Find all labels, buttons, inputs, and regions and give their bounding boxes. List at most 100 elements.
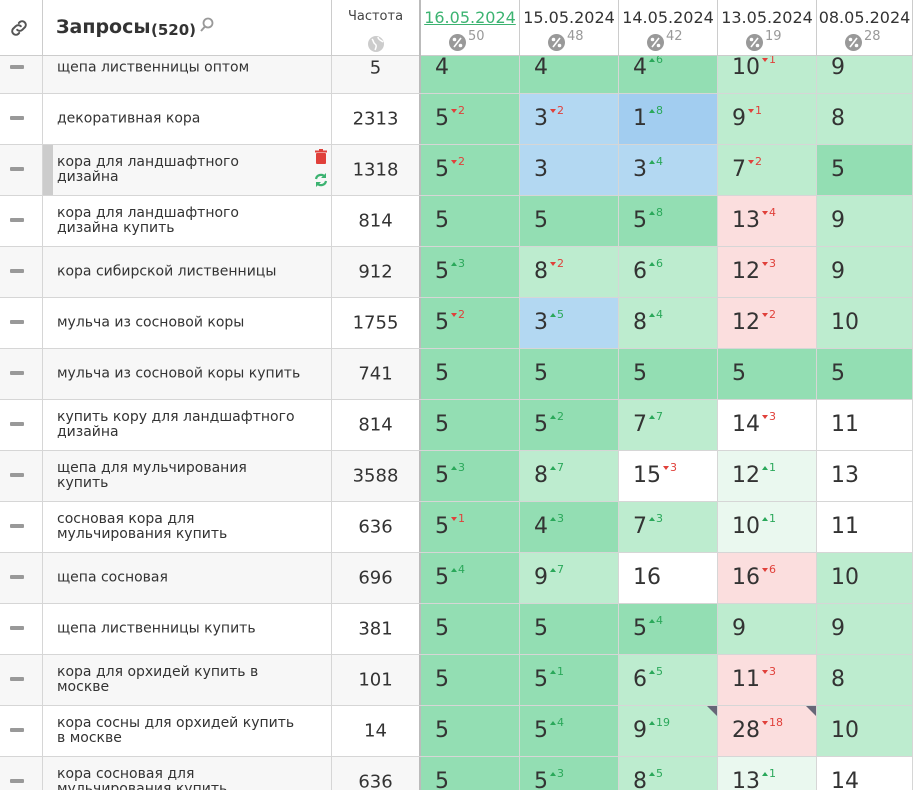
position-value: 13: [732, 769, 760, 790]
position-value: 5: [633, 208, 647, 233]
row-toggle[interactable]: [10, 575, 24, 579]
change-value: 3: [557, 512, 564, 525]
date-header[interactable]: 14.05.2024 42: [619, 0, 718, 56]
table-row[interactable]: щепа лиственницы купить 381 5 5 5 4 9 9: [0, 604, 913, 655]
change-value: 8: [656, 206, 663, 219]
freq-value: 381: [358, 618, 393, 640]
change-value: 2: [557, 410, 564, 423]
date-label[interactable]: 16.05.2024: [424, 8, 516, 27]
position-value: 6: [633, 667, 647, 692]
position-value: 16: [732, 565, 760, 590]
percent-value: 50: [468, 29, 485, 44]
query-text: кора сибирской лиственницы: [57, 263, 277, 280]
delete-button[interactable]: [314, 149, 328, 169]
percent-badge: [746, 34, 763, 51]
position-cell: 5: [421, 604, 520, 654]
row-toggle[interactable]: [10, 65, 24, 69]
refresh-button[interactable]: [313, 172, 329, 192]
change-arrow: [451, 466, 457, 470]
date-header[interactable]: 15.05.2024 48: [520, 0, 619, 56]
position-value: 5: [633, 361, 647, 386]
date-header[interactable]: 13.05.2024 19: [718, 0, 817, 56]
position-value: 13: [831, 463, 859, 488]
table-row[interactable]: кора сосновая для мульчирования купить 63…: [0, 757, 913, 790]
table-row[interactable]: декоративная кора 2313 5 2 3 2 1 8 9 1 8: [0, 94, 913, 145]
position-value: 5: [534, 412, 548, 437]
table-row[interactable]: кора для орхидей купить в москве 101 5 5 1 6 5…: [0, 655, 913, 706]
row-toggle[interactable]: [10, 473, 24, 477]
date-header[interactable]: 16.05.2024 50: [421, 0, 520, 56]
row-toggle[interactable]: [10, 371, 24, 375]
selection-bar: [43, 145, 53, 195]
date-header[interactable]: 08.05.2024 28: [817, 0, 913, 56]
row-toggle[interactable]: [10, 320, 24, 324]
row-toggle[interactable]: [10, 779, 24, 783]
row-toggle-cell: [0, 502, 43, 552]
position-value: 5: [435, 157, 449, 182]
row-toggle[interactable]: [10, 524, 24, 528]
row-toggle-cell: [0, 43, 43, 93]
row-toggle[interactable]: [10, 116, 24, 120]
link-header[interactable]: [0, 0, 43, 56]
note-marker: [707, 706, 717, 716]
table-row[interactable]: кора для ландшафтного дизайна купить 814 5…: [0, 196, 913, 247]
row-toggle[interactable]: [10, 728, 24, 732]
table-row[interactable]: кора сибирской лиственницы 912 5 3 8 2 6 6 12 3 9: [0, 247, 913, 298]
position-change: 7: [649, 410, 663, 423]
table-row[interactable]: мульча из сосновой коры купить 741 5 5 5 5 5: [0, 349, 913, 400]
position-value: 10: [732, 514, 760, 539]
position-cell: 12 2: [718, 298, 817, 348]
table-row[interactable]: щепа для мульчирования купить 3588 5 3 8 7 15 3…: [0, 451, 913, 502]
position-value: 9: [831, 55, 845, 80]
position-value: 3: [534, 157, 548, 182]
freq-cell: 1318: [332, 145, 421, 195]
row-toggle[interactable]: [10, 218, 24, 222]
row-toggle[interactable]: [10, 626, 24, 630]
freq-cell: 2313: [332, 94, 421, 144]
table-row[interactable]: щепа сосновая 696 5 4 9 7 16 16 6 10: [0, 553, 913, 604]
query-text: щепа для мульчирования купить: [57, 460, 247, 491]
row-toggle[interactable]: [10, 422, 24, 426]
percent-icon: [848, 37, 859, 48]
freq-header[interactable]: Частота: [332, 0, 421, 56]
change-value: 3: [769, 665, 776, 678]
table-row[interactable]: сосновая кора для мульчирования купить 63…: [0, 502, 913, 553]
change-value: 5: [656, 665, 663, 678]
table-row[interactable]: кора для ландшафтного дизайна 1318 5 2 3 3 4 7 2…: [0, 145, 913, 196]
change-arrow: [762, 670, 768, 674]
note-marker: [806, 706, 816, 716]
position-value: 5: [435, 514, 449, 539]
table-row[interactable]: мульча из сосновой коры 1755 5 2 3 5 8 4 12 2 10: [0, 298, 913, 349]
change-value: 4: [656, 308, 663, 321]
change-arrow: [550, 313, 556, 317]
row-toggle[interactable]: [10, 167, 24, 171]
row-toggle[interactable]: [10, 677, 24, 681]
table-row[interactable]: кора сосны для орхидей купить в москве 14…: [0, 706, 913, 757]
position-value: 5: [435, 361, 449, 386]
position-change: 18: [762, 716, 783, 729]
position-cell: 11: [817, 400, 913, 450]
position-value: 7: [633, 412, 647, 437]
change-arrow: [451, 517, 457, 521]
position-change: 1: [762, 767, 776, 780]
position-value: 5: [435, 208, 449, 233]
row-toggle[interactable]: [10, 269, 24, 273]
freq-value: 101: [358, 669, 393, 691]
position-cell: 5: [421, 757, 520, 790]
position-value: 5: [534, 667, 548, 692]
row-toggle-cell: [0, 604, 43, 654]
change-value: 4: [656, 614, 663, 627]
position-value: 8: [633, 310, 647, 335]
query-header[interactable]: Запросы (520): [43, 0, 332, 56]
table-row[interactable]: купить кору для ландшафтного дизайна 814 5…: [0, 400, 913, 451]
change-value: 1: [458, 512, 465, 525]
search-icon[interactable]: [199, 17, 215, 33]
position-change: 19: [649, 716, 670, 729]
